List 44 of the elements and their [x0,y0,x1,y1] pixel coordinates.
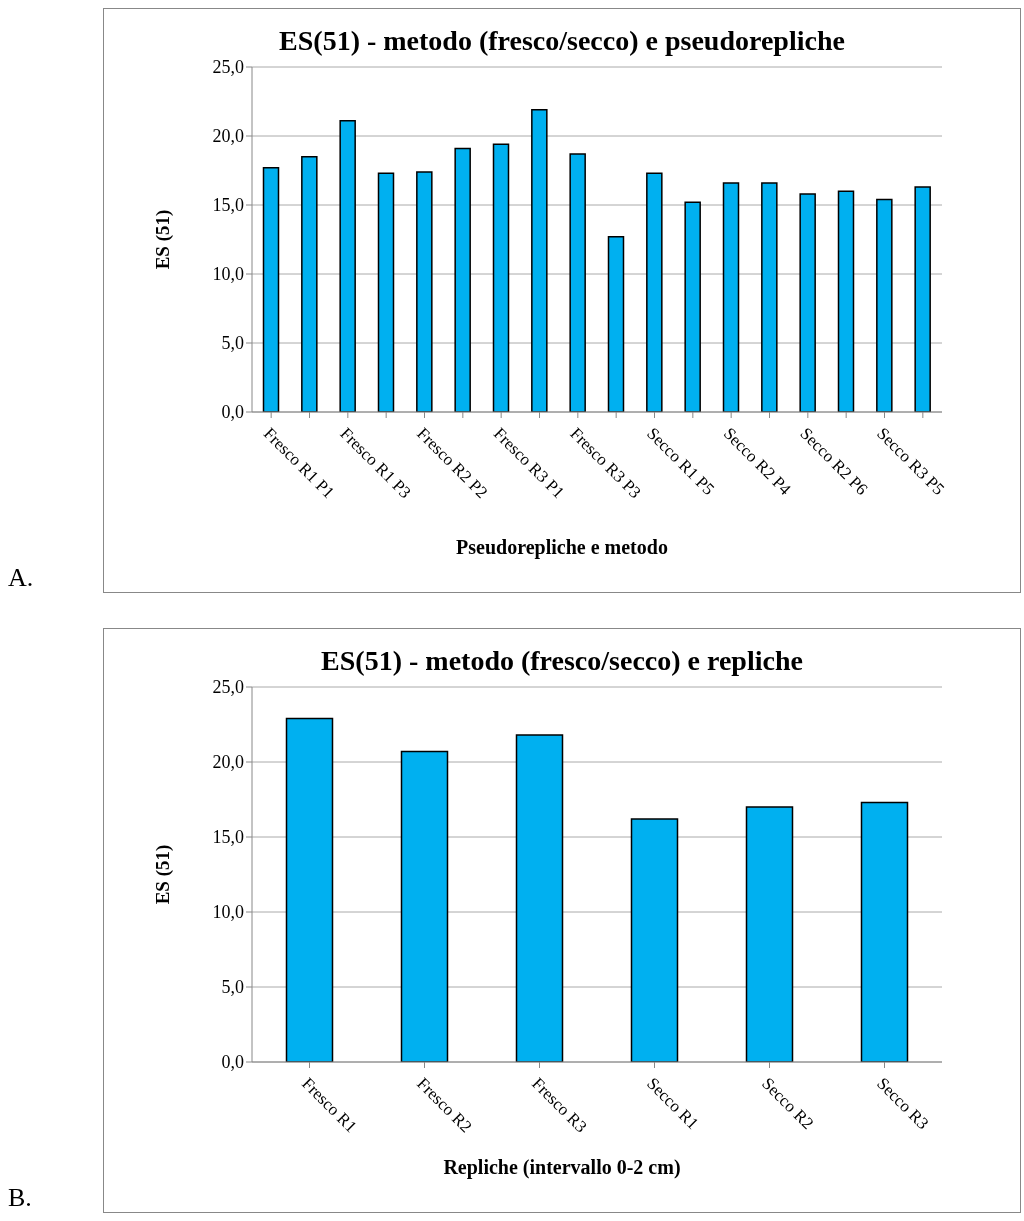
bar [646,172,663,412]
x-axis-title: Repliche (intervallo 0-2 cm) [443,1156,681,1179]
bar [914,186,931,412]
bar [301,155,318,412]
bar [761,182,778,412]
y-tick-label: 20,0 [212,752,244,773]
bar [684,201,701,412]
y-tick-label: 15,0 [212,827,244,848]
bar [400,750,449,1062]
chart-title: ES(51) - metodo (fresco/secco) e repliche [321,645,803,677]
y-tick-label: 20,0 [212,126,244,147]
bar [799,193,816,412]
chart-title: ES(51) - metodo (fresco/secco) e pseudorepliche [279,25,845,57]
y-tick-label: 0,0 [221,402,244,423]
y-tick-label: 15,0 [212,195,244,216]
text: B. [8,1183,33,1213]
y-tick-label: 5,0 [221,977,244,998]
bar [416,171,433,412]
bar [377,172,395,412]
bar [262,166,280,412]
bar [860,801,909,1062]
bar [745,806,794,1062]
bar [515,734,564,1062]
bar [492,143,510,412]
bar [285,717,334,1062]
bar [569,153,586,412]
bar [630,818,679,1062]
y-axis-title: ES (51) [151,844,174,905]
y-tick-label: 0,0 [221,1052,244,1073]
y-tick-label: 25,0 [212,57,244,78]
bar [607,235,625,412]
y-tick-label: 10,0 [212,264,244,285]
y-axis-title: ES (51) [151,209,174,270]
bar [454,147,471,412]
bar [876,198,893,412]
bar [722,182,740,412]
y-tick-label: 5,0 [221,333,244,354]
x-axis-title: Pseudorepliche e metodo [456,536,668,559]
y-tick-label: 25,0 [212,677,244,698]
bar [339,120,356,412]
y-tick-label: 10,0 [212,902,244,923]
bar [837,190,855,412]
text: A. [8,563,35,593]
bar [531,109,548,412]
